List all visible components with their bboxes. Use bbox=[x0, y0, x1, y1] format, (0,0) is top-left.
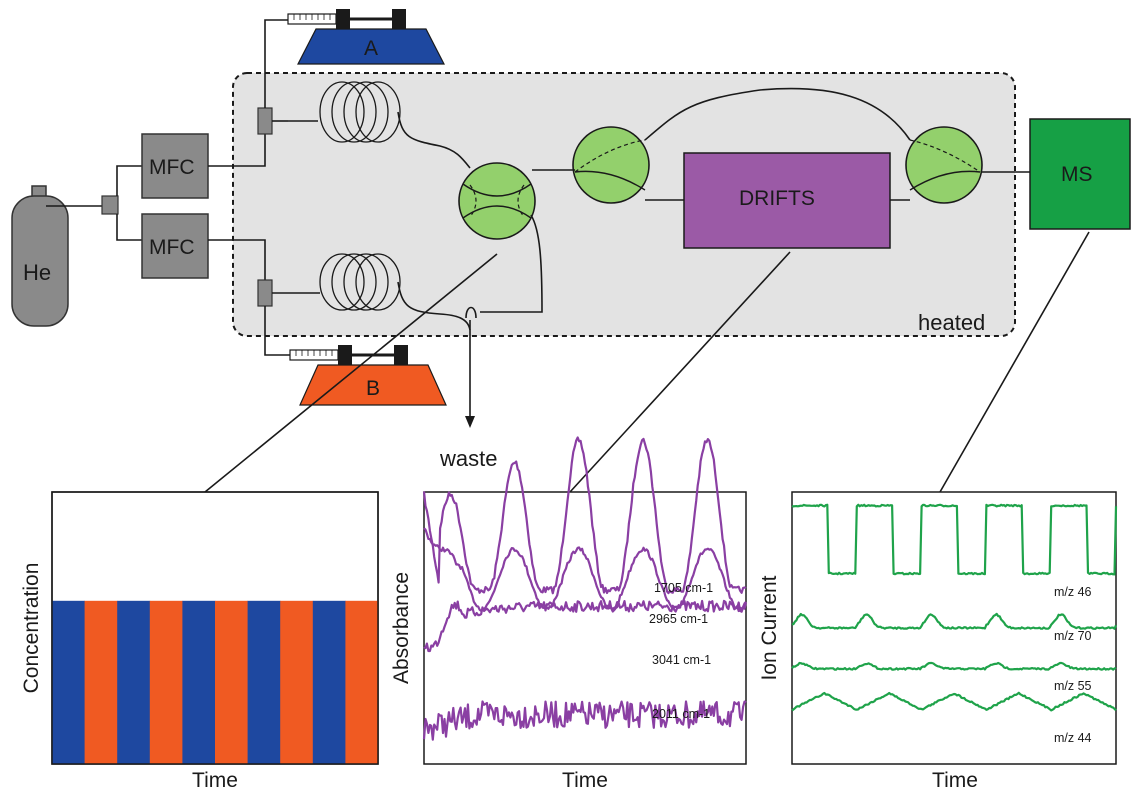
drifts-lines-series-1 bbox=[423, 527, 747, 613]
drifts-series-label-0: 1705 cm-1 bbox=[654, 581, 713, 595]
ms-ylabel: Ion Current bbox=[758, 575, 781, 680]
concentration-stripe bbox=[247, 600, 281, 764]
tee-top bbox=[257, 107, 273, 135]
concentration-xlabel: Time bbox=[192, 769, 238, 792]
ms-lines-series-1 bbox=[791, 612, 1118, 630]
svg-text:MFC: MFC bbox=[149, 156, 195, 179]
drifts-series-label-3: 2011 cm-1 bbox=[652, 707, 710, 721]
waste-arrow bbox=[465, 416, 475, 428]
concentration-stripe bbox=[52, 600, 85, 764]
panel-concentration: Concentration Time bbox=[20, 491, 379, 792]
svg-text:MFC: MFC bbox=[149, 236, 195, 259]
mfc-top: MFC bbox=[141, 133, 209, 199]
drifts-series-label-2: 3041 cm-1 bbox=[652, 653, 711, 667]
pump-a: A bbox=[297, 28, 445, 65]
ms-series-label-0: m/z 46 bbox=[1054, 585, 1092, 599]
mass-spectrometer: MS bbox=[1029, 118, 1131, 230]
ms-series-label-3: m/z 44 bbox=[1054, 731, 1092, 745]
drifts-lines-series-2 bbox=[423, 599, 748, 653]
tee-bottom bbox=[257, 279, 273, 307]
svg-text:MS: MS bbox=[1061, 163, 1093, 186]
syringe-bottom bbox=[289, 345, 408, 365]
heated-zone bbox=[232, 72, 1016, 337]
panel-ms: Ion Current Time m/z 46 m/z 70 m/z 55 m/… bbox=[758, 491, 1118, 792]
ms-lines-series-2 bbox=[791, 661, 1117, 671]
concentration-stripe bbox=[182, 600, 216, 764]
valve-inlet bbox=[458, 162, 536, 240]
concentration-stripe bbox=[149, 600, 183, 764]
coil-bottom bbox=[290, 253, 471, 331]
drifts-lines-series-3 bbox=[422, 700, 747, 741]
valve-bypass-2 bbox=[905, 126, 983, 204]
drifts-lines-series-0 bbox=[422, 436, 747, 595]
ms-series-label-2: m/z 55 bbox=[1054, 679, 1092, 693]
concentration-stripe bbox=[312, 600, 346, 764]
concentration-ylabel: Concentration bbox=[20, 563, 43, 694]
ms-xlabel: Time bbox=[932, 769, 978, 792]
panel-drifts: Absorbance Time 1705 cm-1 2965 cm-1 3041… bbox=[390, 436, 748, 792]
splitter-tee bbox=[101, 195, 119, 215]
ms-lines bbox=[791, 503, 1118, 712]
waste-label: waste bbox=[439, 446, 497, 471]
concentration-stripe bbox=[280, 600, 314, 764]
ms-lines-series-3 bbox=[791, 691, 1117, 712]
drifts-series-label-1: 2965 cm-1 bbox=[649, 612, 708, 626]
concentration-stripe bbox=[215, 600, 248, 764]
cylinder-label: He bbox=[23, 260, 51, 285]
drifts-lines bbox=[422, 436, 748, 741]
svg-text:B: B bbox=[366, 377, 380, 400]
concentration-stripe bbox=[117, 600, 151, 764]
mfc-bottom: MFC bbox=[141, 213, 209, 279]
ms-lines-series-0 bbox=[791, 503, 1118, 576]
coil-top bbox=[288, 81, 471, 169]
concentration-stripes bbox=[52, 600, 379, 764]
valve-bypass-1 bbox=[572, 126, 650, 204]
concentration-stripe bbox=[84, 600, 118, 764]
pump-b: B bbox=[299, 364, 447, 406]
syringe-top bbox=[287, 9, 406, 29]
helium-cylinder: He bbox=[11, 185, 69, 327]
svg-text:A: A bbox=[364, 37, 378, 60]
drifts-xlabel: Time bbox=[562, 769, 608, 792]
ms-series-label-1: m/z 70 bbox=[1054, 629, 1092, 643]
drifts-ylabel: Absorbance bbox=[390, 572, 413, 684]
concentration-stripe bbox=[345, 600, 379, 764]
drifts-cell: DRIFTS bbox=[683, 152, 891, 249]
svg-text:DRIFTS: DRIFTS bbox=[739, 187, 815, 210]
heated-label: heated bbox=[918, 310, 985, 335]
